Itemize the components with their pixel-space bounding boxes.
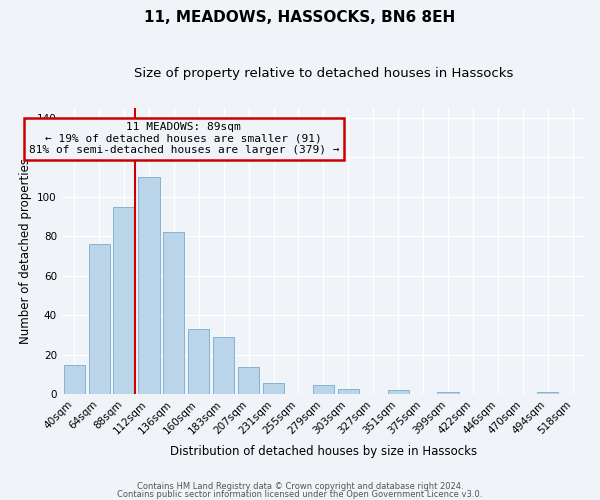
Title: Size of property relative to detached houses in Hassocks: Size of property relative to detached ho… <box>134 68 513 80</box>
Text: 11, MEADOWS, HASSOCKS, BN6 8EH: 11, MEADOWS, HASSOCKS, BN6 8EH <box>145 10 455 25</box>
Bar <box>238 367 259 394</box>
Bar <box>313 384 334 394</box>
X-axis label: Distribution of detached houses by size in Hassocks: Distribution of detached houses by size … <box>170 444 477 458</box>
Bar <box>89 244 110 394</box>
Bar <box>213 337 234 394</box>
Bar <box>64 365 85 394</box>
Bar <box>338 388 359 394</box>
Bar <box>113 207 134 394</box>
Bar <box>163 232 184 394</box>
Bar <box>388 390 409 394</box>
Bar <box>537 392 558 394</box>
Text: Contains HM Land Registry data © Crown copyright and database right 2024.: Contains HM Land Registry data © Crown c… <box>137 482 463 491</box>
Bar <box>437 392 458 394</box>
Y-axis label: Number of detached properties: Number of detached properties <box>19 158 32 344</box>
Bar <box>188 330 209 394</box>
Text: 11 MEADOWS: 89sqm
← 19% of detached houses are smaller (91)
81% of semi-detached: 11 MEADOWS: 89sqm ← 19% of detached hous… <box>29 122 339 156</box>
Bar <box>263 382 284 394</box>
Text: Contains public sector information licensed under the Open Government Licence v3: Contains public sector information licen… <box>118 490 482 499</box>
Bar <box>139 177 160 394</box>
